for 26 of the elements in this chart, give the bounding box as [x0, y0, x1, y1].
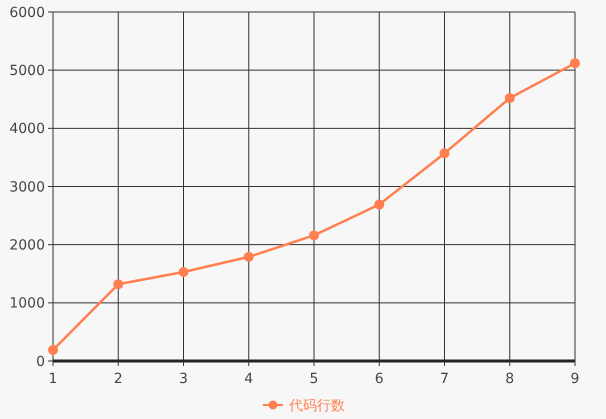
x-tick-label: 3: [179, 371, 188, 387]
point: [440, 148, 450, 158]
y-tick-label: 4000: [9, 121, 45, 138]
x-tick-label: 9: [570, 371, 580, 387]
point: [113, 279, 124, 290]
x-tick-label: 6: [374, 371, 384, 387]
x-tick-label: 7: [440, 371, 449, 387]
y-tick-label: 5000: [9, 63, 45, 80]
x-tick-label: 4: [244, 371, 254, 387]
y-tick-label: 3000: [9, 179, 45, 196]
point: [48, 344, 58, 355]
point: [504, 93, 515, 104]
x-tick-label: 1: [48, 371, 58, 387]
x-tick-label: 2: [114, 371, 123, 387]
y-tick-label: 0: [36, 354, 45, 370]
point: [178, 267, 188, 278]
point: [309, 230, 319, 240]
x-tick-label: 5: [310, 371, 318, 387]
y-tick-label: 6000: [9, 4, 45, 21]
point: [244, 252, 254, 262]
x-tick-label: 8: [505, 371, 514, 387]
point: [570, 58, 580, 68]
legend-label: 代码行数: [288, 398, 345, 414]
y-tick-label: 2000: [9, 238, 45, 254]
point: [374, 200, 384, 210]
y-tick-label: 1000: [9, 296, 45, 312]
